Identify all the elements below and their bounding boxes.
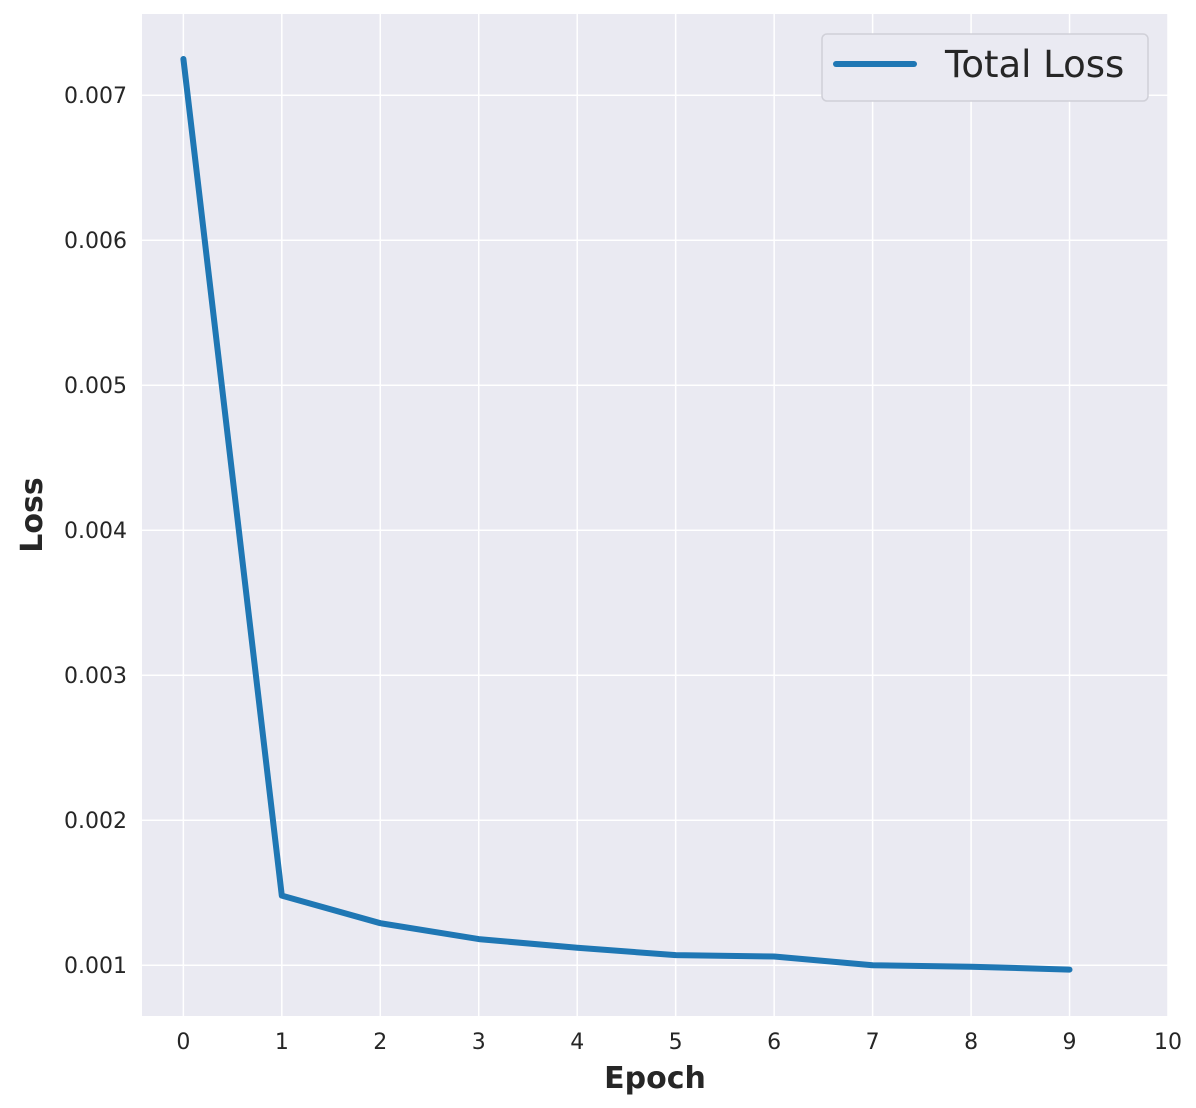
legend-label: Total Loss	[944, 43, 1124, 86]
x-tick-label: 2	[373, 1030, 387, 1055]
legend: Total Loss	[821, 33, 1149, 102]
y-tick-label: 0.005	[64, 374, 127, 399]
x-tick-label: 8	[964, 1030, 978, 1055]
y-tick-label: 0.004	[64, 519, 127, 544]
legend-box	[821, 33, 1149, 102]
y-axis-label: Loss	[15, 477, 50, 552]
y-tick-label: 0.007	[64, 84, 127, 109]
plot-area	[142, 14, 1168, 1016]
series-line-total-loss	[180, 56, 1073, 973]
y-tick-label: 0.006	[64, 229, 127, 254]
y-tick-labels: 0.001 0.002 0.003 0.004 0.005 0.006 0.007	[64, 84, 127, 979]
y-tick-label: 0.003	[64, 664, 127, 689]
x-tick-label: 4	[570, 1030, 584, 1055]
x-tick-label: 10	[1154, 1030, 1182, 1055]
series-group	[180, 56, 1073, 973]
x-tick-label: 1	[275, 1030, 289, 1055]
grid-lines	[142, 14, 1169, 1016]
x-tick-labels: 0 1 2 3 4 5 6 7 8 9 10	[176, 1030, 1182, 1055]
y-tick-label: 0.002	[64, 809, 127, 834]
x-tick-label: 5	[669, 1030, 683, 1055]
y-tick-label: 0.001	[64, 954, 127, 979]
x-tick-label: 3	[472, 1030, 486, 1055]
x-tick-label: 7	[866, 1030, 880, 1055]
x-axis-label: Epoch	[604, 1061, 706, 1096]
x-tick-label: 9	[1063, 1030, 1077, 1055]
x-tick-label: 0	[176, 1030, 190, 1055]
x-tick-label: 6	[767, 1030, 781, 1055]
